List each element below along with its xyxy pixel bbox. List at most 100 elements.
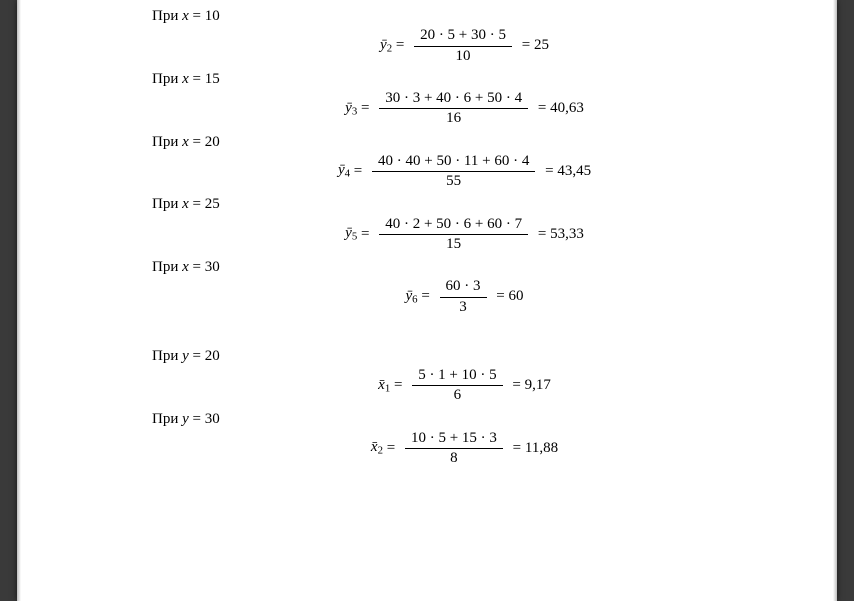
- numerator: 40 · 2 + 50 · 6 + 60 · 7: [379, 216, 528, 235]
- lhs: x̄1: [378, 377, 390, 393]
- viewport: При x = 10ȳ2 = 20 · 5 + 30 · 510 = 25При…: [0, 0, 854, 601]
- condition-variable: y: [182, 348, 189, 364]
- document-page: При x = 10ȳ2 = 20 · 5 + 30 · 510 = 25При…: [17, 0, 837, 601]
- equals-text: =: [189, 411, 205, 427]
- lhs-symbol: x̄: [371, 439, 378, 455]
- condition-value: 20: [205, 134, 220, 150]
- condition-variable: x: [182, 71, 189, 87]
- result-value: 40,63: [550, 100, 584, 116]
- condition-variable: x: [182, 196, 189, 212]
- equals-sign: =: [418, 288, 434, 304]
- equation-block: При y = 20 x̄1 = 5 · 1 + 10 · 56 = 9,17: [152, 348, 777, 405]
- fraction: 40 · 2 + 50 · 6 + 60 · 715: [379, 216, 528, 254]
- condition-prefix: При: [152, 196, 182, 212]
- lhs-symbol: ȳ: [338, 162, 345, 178]
- equals-sign: =: [534, 226, 550, 242]
- equation-line: ȳ3 = 30 · 3 + 40 · 6 + 50 · 416 = 40,63: [152, 90, 777, 128]
- condition-value: 30: [205, 411, 220, 427]
- equation-line: ȳ6 = 60 · 33 = 60: [152, 278, 777, 316]
- denominator: 15: [379, 235, 528, 253]
- equals-text: =: [189, 196, 205, 212]
- equals-sign: =: [509, 440, 525, 456]
- lhs-symbol: ȳ: [405, 288, 412, 304]
- equals-sign: =: [357, 100, 373, 116]
- condition-value: 15: [205, 71, 220, 87]
- result-value: 9,17: [525, 377, 551, 393]
- equals-sign: =: [541, 163, 557, 179]
- numerator: 10 · 5 + 15 · 3: [405, 430, 503, 449]
- equation-line: ȳ2 = 20 · 5 + 30 · 510 = 25: [152, 27, 777, 65]
- denominator: 10: [414, 47, 512, 65]
- condition-prefix: При: [152, 134, 182, 150]
- lhs: x̄2: [371, 439, 383, 455]
- fraction: 60 · 33: [440, 278, 487, 316]
- numerator: 5 · 1 + 10 · 5: [412, 367, 502, 386]
- condition-variable: x: [182, 259, 189, 275]
- equation-block: При y = 30 x̄2 = 10 · 5 + 15 · 38 = 11,88: [152, 411, 777, 468]
- page-content: При x = 10ȳ2 = 20 · 5 + 30 · 510 = 25При…: [152, 8, 777, 467]
- numerator: 30 · 3 + 40 · 6 + 50 · 4: [379, 90, 528, 109]
- equals-text: =: [189, 71, 205, 87]
- equation-line: x̄2 = 10 · 5 + 15 · 38 = 11,88: [152, 430, 777, 468]
- lhs-symbol: ȳ: [345, 225, 352, 241]
- equals-text: =: [189, 8, 205, 24]
- equation-line: ȳ4 = 40 · 40 + 50 · 11 + 60 · 455 = 43,4…: [152, 153, 777, 191]
- result-value: 43,45: [557, 163, 591, 179]
- lhs-symbol: ȳ: [380, 37, 387, 53]
- equation-block: При x = 10ȳ2 = 20 · 5 + 30 · 510 = 25: [152, 8, 777, 65]
- condition-line: При y = 30: [152, 411, 777, 428]
- equals-sign: =: [534, 100, 550, 116]
- fraction: 30 · 3 + 40 · 6 + 50 · 416: [379, 90, 528, 128]
- condition-prefix: При: [152, 259, 182, 275]
- lhs: ȳ3: [345, 100, 357, 116]
- fraction: 20 · 5 + 30 · 510: [414, 27, 512, 65]
- condition-line: При y = 20: [152, 348, 777, 365]
- denominator: 3: [440, 298, 487, 316]
- result-value: 25: [534, 37, 549, 53]
- equals-sign: =: [390, 377, 406, 393]
- denominator: 6: [412, 386, 502, 404]
- lhs-symbol: x̄: [378, 377, 385, 393]
- condition-prefix: При: [152, 348, 182, 364]
- condition-value: 20: [205, 348, 220, 364]
- equation-line: x̄1 = 5 · 1 + 10 · 56 = 9,17: [152, 367, 777, 405]
- equation-block: При x = 20 ȳ4 = 40 · 40 + 50 · 11 + 60 · …: [152, 134, 777, 191]
- condition-variable: x: [182, 8, 189, 24]
- fraction: 10 · 5 + 15 · 38: [405, 430, 503, 468]
- equals-sign: =: [493, 288, 509, 304]
- equation-block: При x = 30 ȳ6 = 60 · 33 = 60: [152, 259, 777, 316]
- condition-value: 30: [205, 259, 220, 275]
- condition-line: При x = 15: [152, 71, 777, 88]
- condition-value: 10: [205, 8, 220, 24]
- denominator: 16: [379, 109, 528, 127]
- page-shadow-left: [17, 0, 21, 601]
- condition-prefix: При: [152, 411, 182, 427]
- lhs: ȳ2: [380, 37, 392, 53]
- lhs: ȳ5: [345, 225, 357, 241]
- equals-text: =: [189, 259, 205, 275]
- result-value: 11,88: [525, 440, 558, 456]
- equals-sign: =: [383, 440, 399, 456]
- numerator: 20 · 5 + 30 · 5: [414, 27, 512, 46]
- equation-block: При x = 15ȳ3 = 30 · 3 + 40 · 6 + 50 · 41…: [152, 71, 777, 128]
- condition-prefix: При: [152, 8, 182, 24]
- denominator: 55: [372, 172, 535, 190]
- equals-sign: =: [509, 377, 525, 393]
- numerator: 40 · 40 + 50 · 11 + 60 · 4: [372, 153, 535, 172]
- equals-sign: =: [392, 37, 408, 53]
- condition-line: При x = 20: [152, 134, 777, 151]
- condition-line: При x = 10: [152, 8, 777, 25]
- condition-line: При x = 30: [152, 259, 777, 276]
- denominator: 8: [405, 449, 503, 467]
- condition-variable: x: [182, 134, 189, 150]
- condition-variable: y: [182, 411, 189, 427]
- equals-sign: =: [350, 163, 366, 179]
- equals-sign: =: [518, 37, 534, 53]
- fraction: 40 · 40 + 50 · 11 + 60 · 455: [372, 153, 535, 191]
- condition-value: 25: [205, 196, 220, 212]
- result-value: 53,33: [550, 226, 584, 242]
- equals-text: =: [189, 134, 205, 150]
- condition-line: При x = 25: [152, 196, 777, 213]
- fraction: 5 · 1 + 10 · 56: [412, 367, 502, 405]
- equals-text: =: [189, 348, 205, 364]
